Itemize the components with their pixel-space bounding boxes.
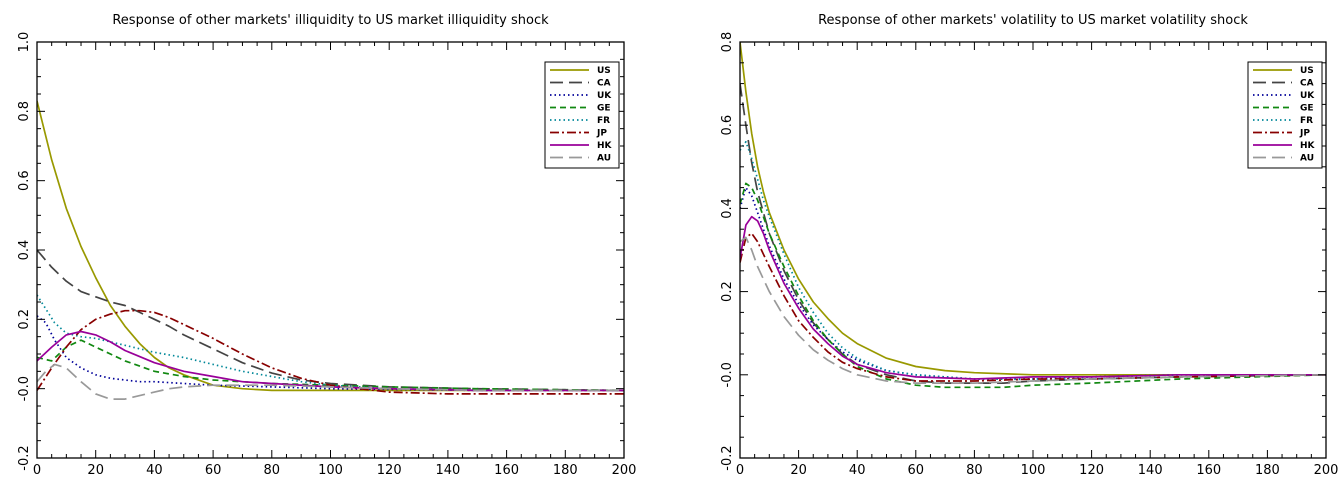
x-tick-label: 140 [1138, 463, 1163, 478]
illiquidity-response-chart: Response of other markets' illiquidity t… [17, 13, 636, 478]
series-line-au [37, 363, 624, 400]
x-tick-label: 120 [377, 463, 402, 478]
y-tick-label: 0.2 [17, 309, 32, 330]
x-tick-label: 100 [1021, 463, 1046, 478]
x-tick-label: 80 [966, 463, 983, 478]
series-line-fr [37, 294, 624, 392]
series-line-au [740, 236, 1326, 384]
x-tick-label: 40 [146, 463, 163, 478]
legend-label: GE [597, 104, 611, 114]
legend-label: AU [1300, 154, 1314, 164]
legend-label: HK [597, 141, 613, 151]
y-tick-label: 0.6 [17, 170, 32, 191]
x-tick-label: 0 [736, 463, 744, 478]
legend-label: US [1300, 66, 1314, 76]
x-tick-label: 40 [849, 463, 866, 478]
x-tick-label: 80 [264, 463, 281, 478]
x-tick-label: 140 [435, 463, 460, 478]
legend-box [1247, 61, 1323, 169]
legend-label: JP [1299, 129, 1310, 139]
x-tick-label: 180 [1255, 463, 1280, 478]
y-tick-label: 0.8 [720, 32, 735, 53]
series-group [37, 100, 624, 400]
x-tick-label: 200 [612, 463, 637, 478]
series-line-hk [740, 215, 1326, 380]
series-line-ge [37, 339, 624, 392]
plot-frame [36, 41, 625, 459]
legend-label: UK [597, 91, 612, 101]
y-tick-label: 1.0 [17, 32, 32, 53]
x-tick-label: 120 [1079, 463, 1104, 478]
y-tick-label: 0.2 [720, 281, 735, 302]
series-line-uk [37, 315, 624, 392]
series-line-uk [740, 186, 1326, 380]
legend-label: HK [1300, 141, 1316, 151]
series-line-jp [740, 232, 1326, 382]
legend-label: CA [597, 79, 611, 89]
x-tick-label: 0 [33, 463, 41, 478]
y-tick-label: 0.6 [720, 115, 735, 136]
y-tick-label: 0.4 [17, 240, 32, 261]
legend-label: FR [1300, 116, 1313, 126]
y-tick-label: 0.4 [720, 198, 735, 219]
x-tick-label: 20 [790, 463, 807, 478]
series-line-jp [37, 309, 624, 395]
x-tick-label: 160 [494, 463, 519, 478]
legend-label: GE [1300, 104, 1314, 114]
series-line-ge [740, 182, 1326, 389]
x-tick-label: 180 [553, 463, 578, 478]
legend-label: AU [597, 154, 611, 164]
series-line-us [740, 42, 1326, 376]
series-line-us [37, 100, 624, 392]
series-group [740, 42, 1326, 389]
x-tick-label: 200 [1314, 463, 1339, 478]
y-tick-label: -0.0 [17, 376, 32, 401]
y-tick-label: -0.2 [720, 445, 735, 470]
chart-title: Response of other markets' illiquidity t… [112, 13, 549, 28]
chart-title: Response of other markets' volatility to… [818, 13, 1248, 28]
plot-frame [739, 41, 1327, 459]
series-line-ca [37, 249, 624, 392]
legend-label: UK [1300, 91, 1315, 101]
x-tick-label: 160 [1196, 463, 1221, 478]
legend-label: US [597, 66, 611, 76]
legend-box [544, 61, 620, 169]
legend: US CA UK GE FR JP HK AU [544, 61, 620, 169]
x-tick-label: 60 [908, 463, 925, 478]
volatility-response-chart: Response of other markets' volatility to… [720, 13, 1338, 478]
series-line-ca [740, 83, 1326, 384]
x-tick-label: 100 [318, 463, 343, 478]
legend-label: FR [597, 116, 610, 126]
legend-label: CA [1300, 79, 1314, 89]
y-tick-label: -0.2 [17, 445, 32, 470]
y-tick-label: -0.0 [720, 362, 735, 387]
legend: US CA UK GE FR JP HK AU [1247, 61, 1323, 169]
x-tick-label: 60 [205, 463, 222, 478]
y-tick-label: 0.8 [17, 101, 32, 122]
legend-label: JP [596, 129, 607, 139]
x-tick-label: 20 [87, 463, 104, 478]
